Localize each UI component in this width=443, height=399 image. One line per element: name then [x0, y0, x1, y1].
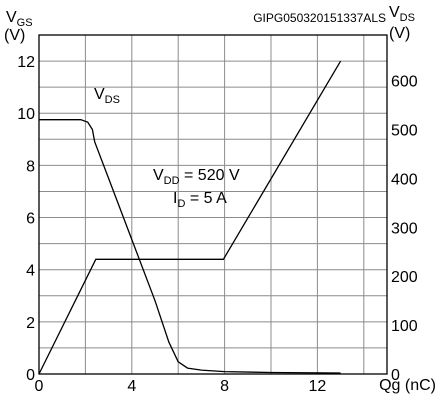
plot-frame	[38, 34, 388, 375]
x-tick-label: 0	[35, 378, 44, 395]
y-right-axis-unit: (V)	[389, 25, 410, 42]
tick-labels: 0 4 8 12 0 2 4 6 8 10 12 0 100 200 300 400 500 600	[17, 54, 418, 395]
chart-id: GIPG050320151337ALS	[253, 11, 386, 25]
y-left-axis-title: VGS	[6, 9, 33, 29]
x-axis-title: Qg (nC)	[379, 377, 436, 394]
y-right-tick-label: 600	[391, 74, 418, 91]
vds-curve-label: VDS	[94, 86, 120, 106]
y-left-tick-label: 2	[26, 315, 35, 332]
y-left-tick-label: 12	[17, 54, 35, 71]
id-condition-label: ID = 5 A	[173, 190, 227, 210]
y-right-tick-label: 400	[391, 171, 418, 188]
y-left-tick-label: 10	[17, 106, 35, 123]
curves	[38, 60, 342, 375]
y-left-axis-unit: (V)	[4, 27, 25, 44]
y-left-tick-label: 8	[26, 158, 35, 175]
grid	[39, 35, 387, 374]
vdd-condition-label: VDD = 520 V	[153, 167, 240, 187]
y-right-tick-label: 0	[391, 367, 400, 384]
y-right-tick-label: 500	[391, 123, 418, 140]
series-line-vds	[39, 119, 341, 374]
y-left-tick-label: 4	[26, 263, 35, 280]
y-right-tick-label: 200	[391, 269, 418, 286]
y-left-tick-label: 0	[26, 367, 35, 384]
x-tick-label: 12	[309, 378, 327, 395]
y-right-tick-label: 300	[391, 220, 418, 237]
y-left-tick-label: 6	[26, 211, 35, 228]
y-right-tick-label: 100	[391, 318, 418, 335]
x-tick-label: 8	[220, 378, 229, 395]
y-right-axis-title: VDS	[389, 4, 415, 24]
series-line-vgs	[38, 60, 342, 375]
x-tick-label: 4	[127, 378, 136, 395]
